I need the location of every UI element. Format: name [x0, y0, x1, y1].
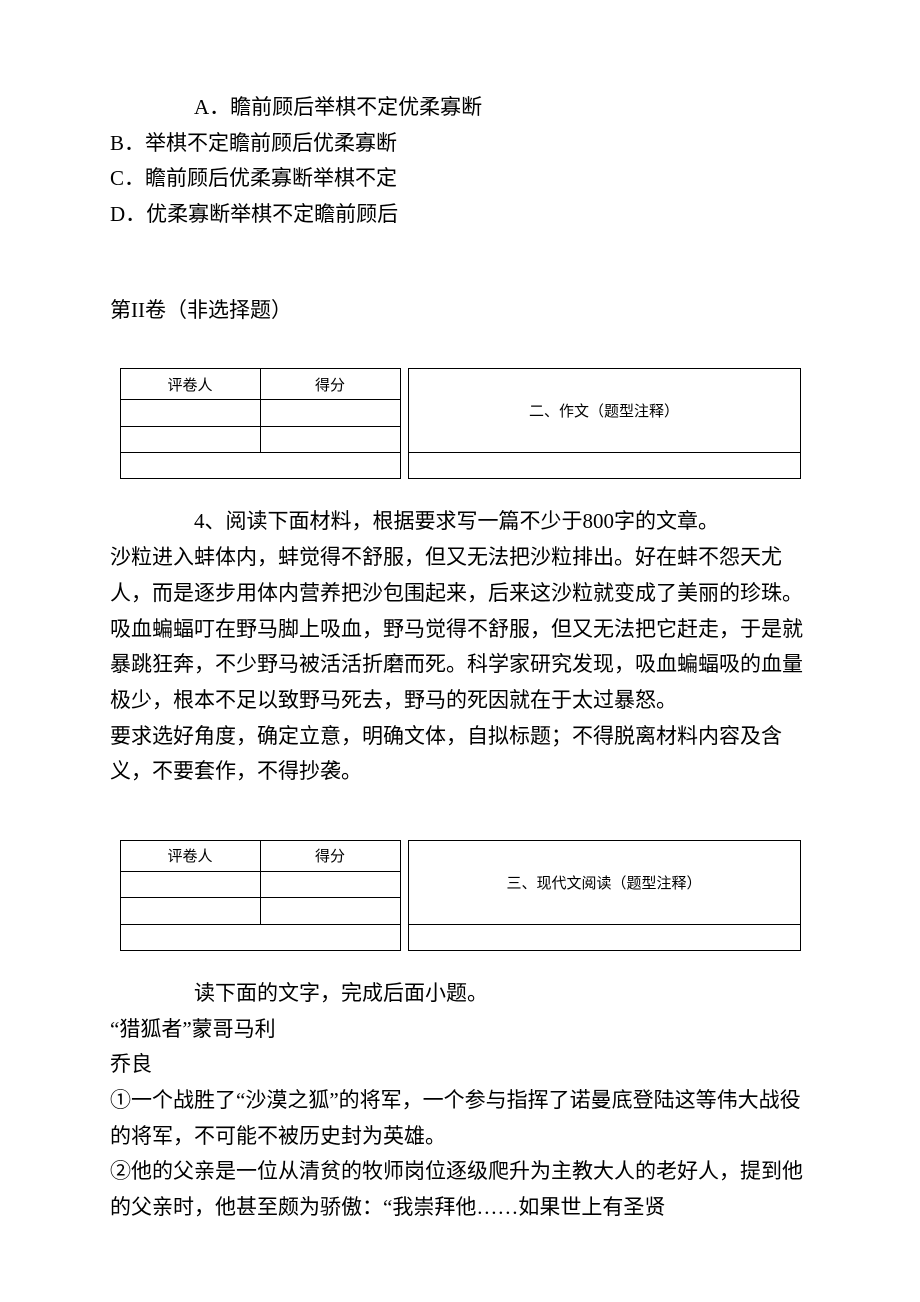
- option-d-text: 优柔寡断举棋不定瞻前顾后: [146, 202, 398, 226]
- bottom-left-cell: [120, 453, 400, 479]
- option-b: B．举棋不定瞻前顾后优柔寡断: [110, 126, 810, 162]
- bottom-right-cell: [408, 453, 800, 479]
- reviewer-header: 评卷人: [120, 369, 260, 400]
- essay-section-label: 二、作文（题型注释）: [408, 369, 800, 453]
- q4-paragraph-2: 吸血蝙蝠叮在野马脚上吸血，野马觉得不舒服，但又无法把它赶走，于是就暴跳狂奔，不少…: [110, 612, 810, 719]
- option-c-label: C．: [110, 166, 145, 190]
- reviewer-header-2: 评卷人: [120, 840, 260, 871]
- reading-section-label: 三、现代文阅读（题型注释）: [408, 840, 800, 924]
- reviewer-cell: [120, 400, 260, 427]
- score-header: 得分: [260, 369, 400, 400]
- option-d-label: D．: [110, 202, 146, 226]
- q4-paragraph-3: 要求选好角度，确定立意，明确文体，自拟标题；不得脱离材料内容及含义，不要套作，不…: [110, 719, 810, 790]
- option-a-text: 瞻前顾后举棋不定优柔寡断: [230, 95, 482, 119]
- reading-lead: 读下面的文字，完成后面小题。: [110, 976, 810, 1012]
- score-header-2: 得分: [260, 840, 400, 871]
- score-cell-4: [260, 898, 400, 925]
- score-cell: [260, 400, 400, 427]
- reading-p1: ①一个战胜了“沙漠之狐”的将军，一个参与指挥了诺曼底登陆这等伟大战役的将军，不可…: [110, 1083, 810, 1154]
- bottom-right-cell-2: [408, 924, 800, 950]
- q4-paragraph-1: 沙粒进入蚌体内，蚌觉得不舒服，但又无法把沙粒排出。好在蚌不怨天尤人，而是逐步用体…: [110, 540, 810, 611]
- score-table-reading: 评卷人 得分 三、现代文阅读（题型注释）: [110, 840, 810, 951]
- score-cell-2: [260, 426, 400, 453]
- score-table-essay: 评卷人 得分 二、作文（题型注释）: [110, 368, 810, 479]
- q4-lead: 4、阅读下面材料，根据要求写一篇不少于800字的文章。: [110, 504, 810, 540]
- bottom-left-cell-2: [120, 924, 400, 950]
- reading-p2: ②他的父亲是一位从清贫的牧师岗位逐级爬升为主教大人的老好人，提到他的父亲时，他甚…: [110, 1154, 810, 1225]
- option-d: D．优柔寡断举棋不定瞻前顾后: [110, 197, 810, 233]
- reading-title: “猎狐者”蒙哥马利: [110, 1012, 810, 1048]
- reviewer-cell-4: [120, 898, 260, 925]
- score-cell-3: [260, 871, 400, 898]
- reading-author: 乔良: [110, 1047, 810, 1083]
- section-2-title: 第II卷（非选择题）: [110, 293, 810, 329]
- option-c-text: 瞻前顾后优柔寡断举棋不定: [145, 166, 397, 190]
- option-a: A．瞻前顾后举棋不定优柔寡断: [110, 90, 810, 126]
- option-a-label: A．: [194, 95, 230, 119]
- option-b-label: B．: [110, 131, 145, 155]
- option-b-text: 举棋不定瞻前顾后优柔寡断: [145, 131, 397, 155]
- reviewer-cell-2: [120, 426, 260, 453]
- reviewer-cell-3: [120, 871, 260, 898]
- option-c: C．瞻前顾后优柔寡断举棋不定: [110, 161, 810, 197]
